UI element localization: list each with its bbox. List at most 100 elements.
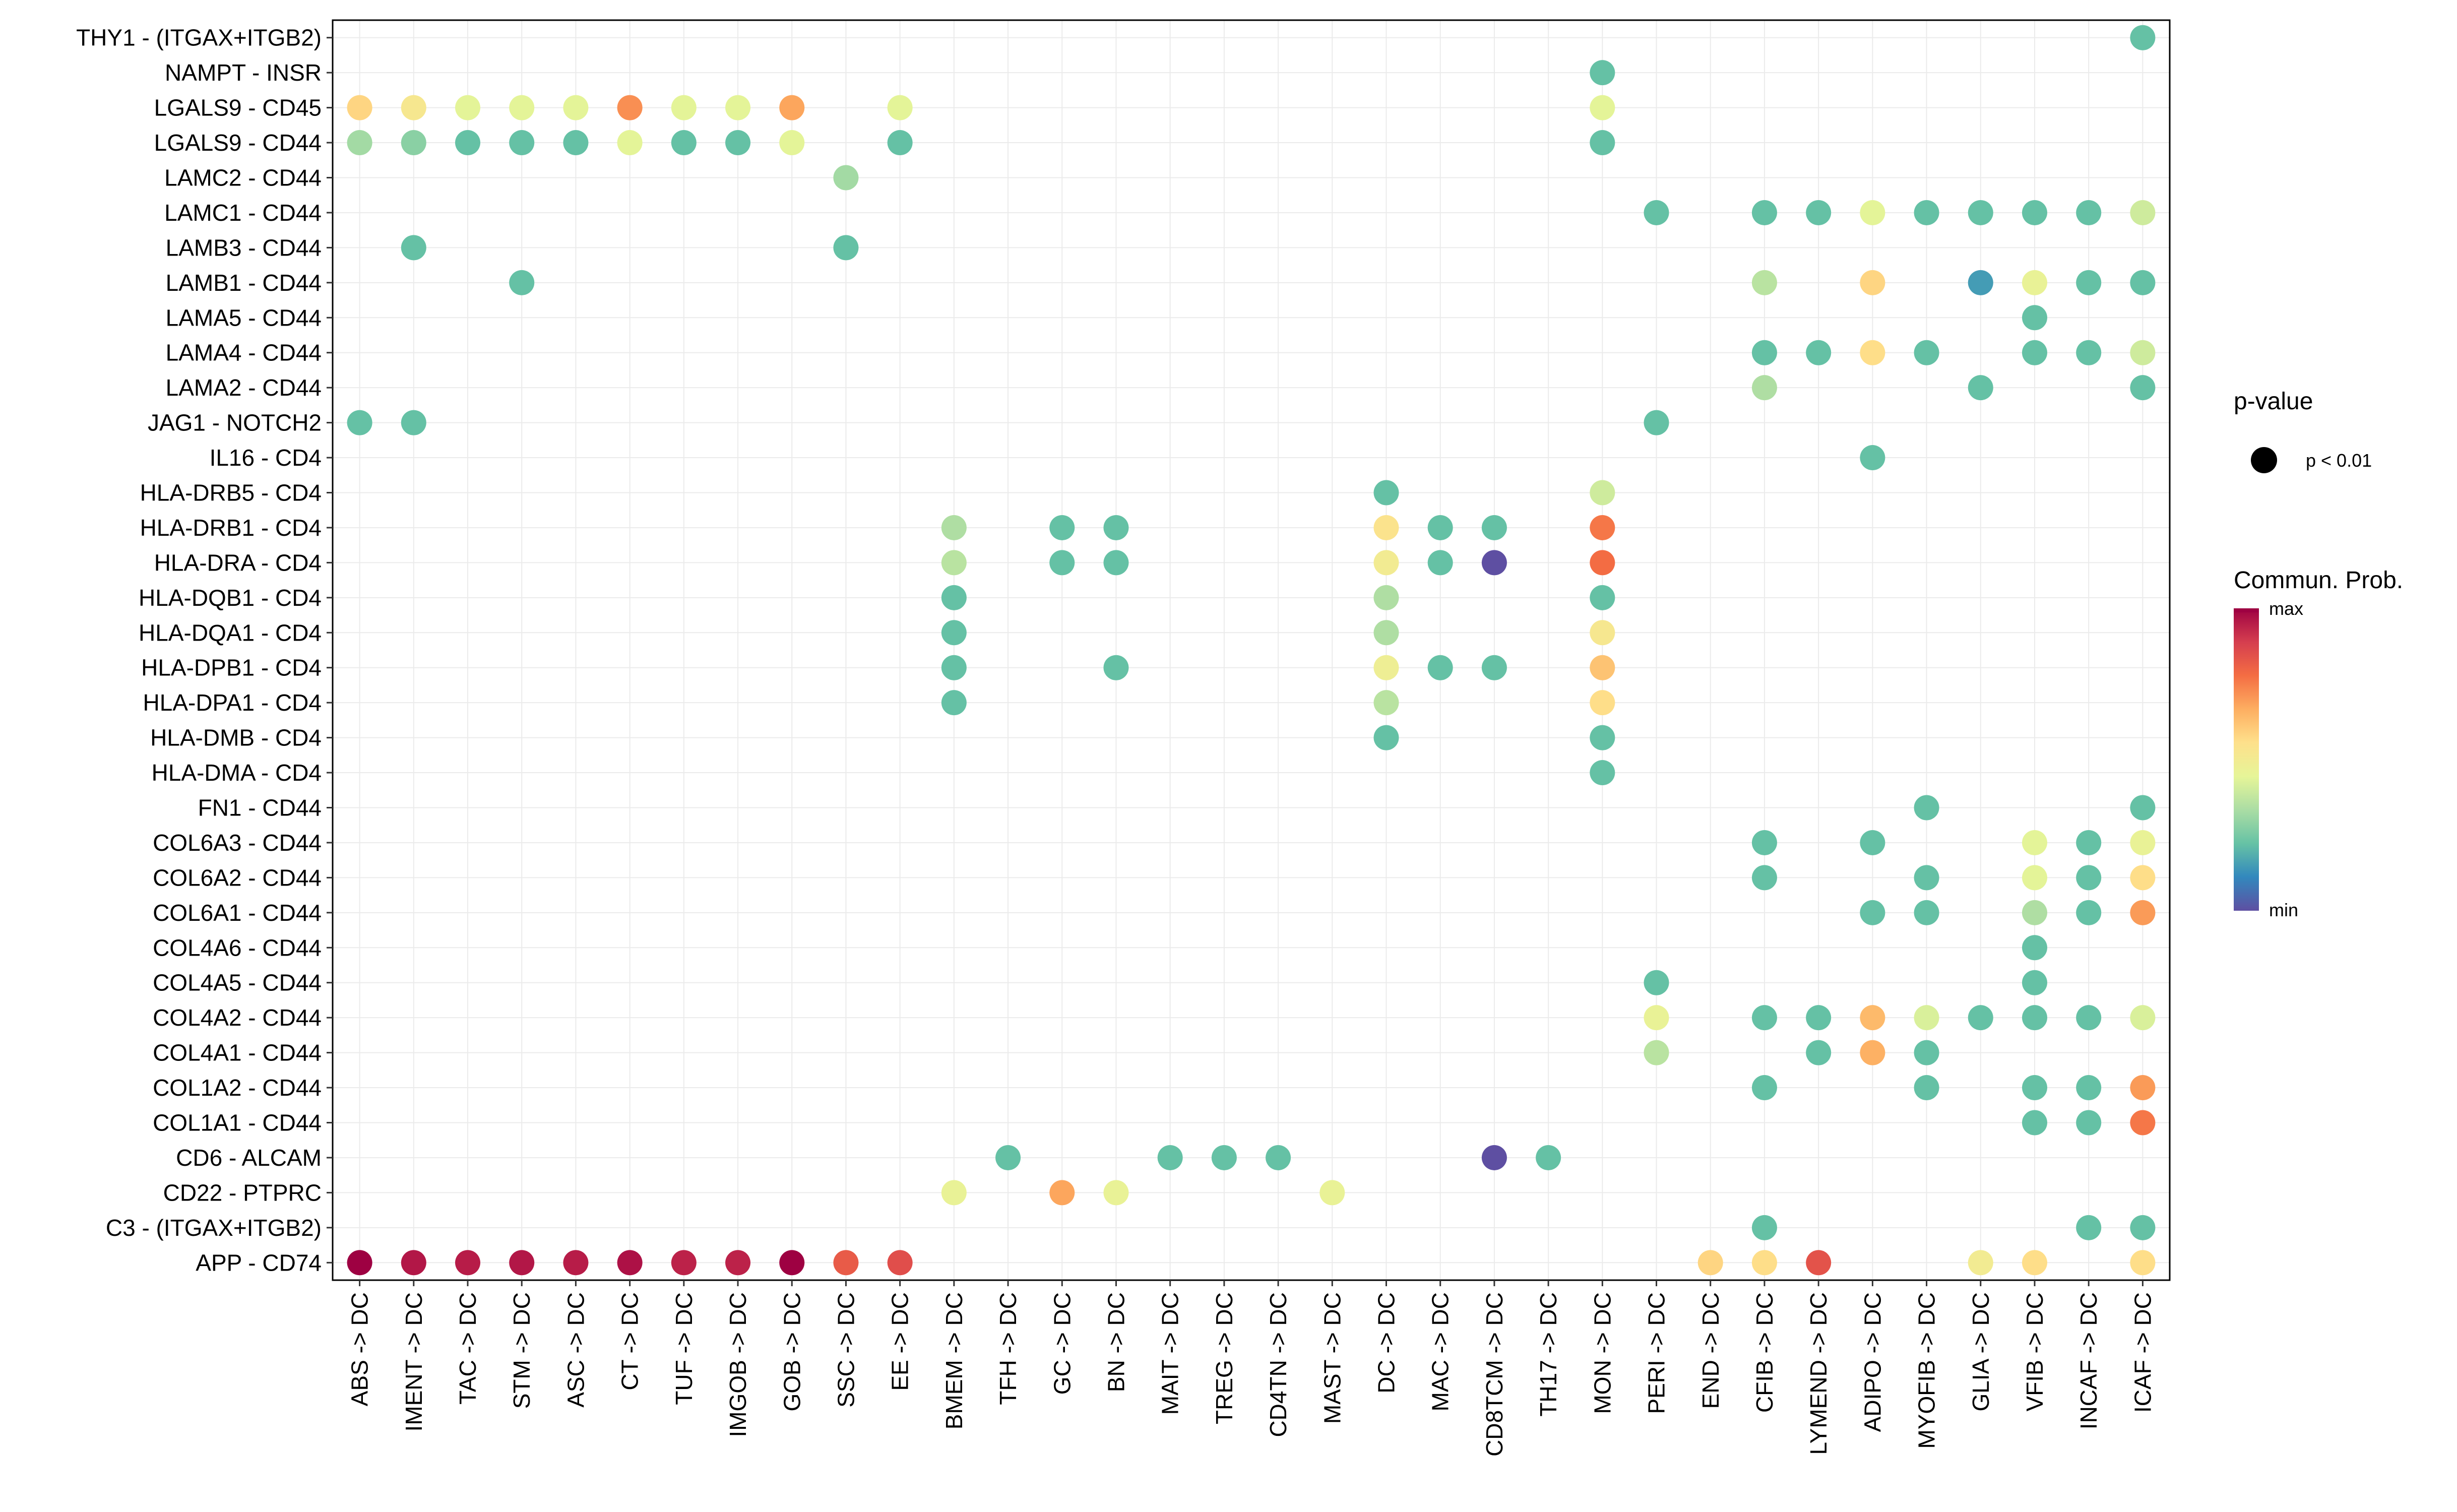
x-tick-label: TREG -> DC bbox=[1211, 1292, 1237, 1424]
data-dot bbox=[2076, 1110, 2102, 1136]
prob-colorbar bbox=[2234, 608, 2259, 911]
data-dot bbox=[1644, 410, 1669, 435]
data-dot bbox=[347, 410, 372, 435]
data-dot bbox=[2022, 200, 2047, 225]
prob-legend-max: max bbox=[2269, 598, 2303, 619]
y-tick-label: HLA-DPB1 - CD4 bbox=[141, 655, 322, 681]
x-tick-label: PERI -> DC bbox=[1644, 1292, 1670, 1414]
pvalue-legend-label: p < 0.01 bbox=[2306, 450, 2372, 471]
data-dot bbox=[2130, 1250, 2156, 1276]
data-dot bbox=[941, 690, 967, 716]
x-tick-label: STM -> DC bbox=[509, 1292, 535, 1409]
data-dot bbox=[1427, 515, 1453, 540]
x-tick-label: BN -> DC bbox=[1103, 1292, 1129, 1392]
y-tick-label: NAMPT - INSR bbox=[165, 59, 322, 86]
data-dot bbox=[1049, 1180, 1075, 1206]
data-dot bbox=[833, 165, 859, 191]
legend: p-value p < 0.01 Commun. Prob. max min bbox=[2234, 388, 2403, 920]
data-dot bbox=[2076, 200, 2102, 225]
colorbar-cap-top bbox=[2234, 608, 2259, 612]
x-tick-label: CD8TCM -> DC bbox=[1481, 1292, 1507, 1457]
data-dot bbox=[1751, 830, 1777, 855]
data-dot bbox=[1536, 1145, 1561, 1170]
y-tick-label: COL6A1 - CD44 bbox=[153, 900, 322, 926]
data-dot bbox=[401, 1250, 426, 1276]
data-dot bbox=[617, 95, 643, 120]
data-dot bbox=[2076, 270, 2102, 295]
data-dot bbox=[2022, 900, 2047, 925]
data-dot bbox=[1373, 690, 1399, 716]
data-dot bbox=[401, 130, 426, 156]
y-tick-label: JAG1 - NOTCH2 bbox=[148, 410, 322, 436]
data-dot bbox=[2130, 1005, 2156, 1031]
y-tick-label: LGALS9 - CD44 bbox=[154, 130, 322, 156]
y-tick-label: HLA-DRA - CD4 bbox=[154, 549, 322, 576]
y-tick-label: HLA-DMB - CD4 bbox=[150, 725, 322, 751]
data-dot bbox=[1751, 865, 1777, 891]
y-tick-label: LAMC2 - CD44 bbox=[164, 165, 322, 191]
data-dot bbox=[401, 410, 426, 435]
data-dot bbox=[1751, 1215, 1777, 1240]
data-dot bbox=[509, 95, 535, 120]
data-dot bbox=[671, 95, 697, 120]
data-dot bbox=[2130, 340, 2156, 365]
data-dot bbox=[1266, 1145, 1291, 1170]
y-tick-label: COL6A2 - CD44 bbox=[153, 864, 322, 891]
data-dot bbox=[2076, 1005, 2102, 1031]
y-tick-label: HLA-DRB5 - CD4 bbox=[140, 480, 322, 506]
data-dot bbox=[1860, 1005, 1885, 1031]
data-dot bbox=[563, 95, 589, 120]
y-tick-label: LAMA2 - CD44 bbox=[166, 374, 322, 401]
data-dot bbox=[1751, 375, 1777, 401]
data-dot bbox=[347, 1250, 372, 1276]
data-dot bbox=[2130, 1075, 2156, 1101]
data-dot bbox=[887, 95, 913, 120]
x-tick-label: MAIT -> DC bbox=[1157, 1292, 1183, 1415]
x-tick-label: END -> DC bbox=[1697, 1292, 1724, 1409]
pvalue-legend-dot bbox=[2251, 447, 2277, 473]
x-tick-label: IMGOB -> DC bbox=[725, 1292, 751, 1437]
data-dot bbox=[1590, 130, 1615, 156]
data-dot bbox=[1590, 760, 1615, 786]
x-tick-label: ASC -> DC bbox=[562, 1292, 589, 1408]
grid-lines bbox=[333, 20, 2170, 1280]
data-dot bbox=[2130, 270, 2156, 295]
data-dot bbox=[1914, 1040, 1939, 1065]
data-dot bbox=[1049, 550, 1075, 576]
data-dot bbox=[1590, 585, 1615, 610]
y-tick-label: LAMC1 - CD44 bbox=[164, 200, 322, 226]
data-dot bbox=[941, 620, 967, 646]
data-dot bbox=[1806, 1250, 1832, 1276]
y-tick-label: HLA-DMA - CD4 bbox=[152, 760, 322, 786]
y-tick-label: HLA-DQA1 - CD4 bbox=[139, 619, 322, 646]
x-tick-label: SSC -> DC bbox=[833, 1292, 859, 1408]
data-dot bbox=[2022, 1075, 2047, 1101]
x-tick-label: MON -> DC bbox=[1589, 1292, 1615, 1414]
data-dot bbox=[347, 95, 372, 120]
data-dot bbox=[1860, 830, 1885, 855]
data-dot bbox=[401, 235, 426, 261]
data-dot bbox=[1427, 655, 1453, 680]
data-dot bbox=[1914, 900, 1939, 925]
data-dot bbox=[1806, 200, 1832, 225]
x-tick-label: TAC -> DC bbox=[455, 1292, 481, 1405]
data-dot bbox=[1860, 270, 1885, 295]
y-tick-label: APP - CD74 bbox=[196, 1249, 322, 1276]
data-dot bbox=[671, 130, 697, 156]
x-tick-label: DC -> DC bbox=[1373, 1292, 1400, 1394]
data-dot bbox=[2022, 1110, 2047, 1136]
data-dot bbox=[1319, 1180, 1345, 1206]
x-tick-label: CT -> DC bbox=[617, 1292, 643, 1391]
data-dot bbox=[941, 1180, 967, 1206]
data-dots bbox=[347, 25, 2156, 1276]
y-tick-label: LAMB1 - CD44 bbox=[166, 270, 322, 296]
x-tick-label: GLIA -> DC bbox=[1968, 1292, 1994, 1411]
data-dot bbox=[2130, 865, 2156, 891]
y-tick-label: HLA-DRB1 - CD4 bbox=[140, 515, 322, 541]
y-tick-label: IL16 - CD4 bbox=[210, 445, 322, 471]
data-dot bbox=[1590, 515, 1615, 540]
x-tick-label: TH17 -> DC bbox=[1535, 1292, 1561, 1417]
data-dot bbox=[1751, 1250, 1777, 1276]
data-dot bbox=[2130, 375, 2156, 401]
data-dot bbox=[725, 1250, 751, 1276]
